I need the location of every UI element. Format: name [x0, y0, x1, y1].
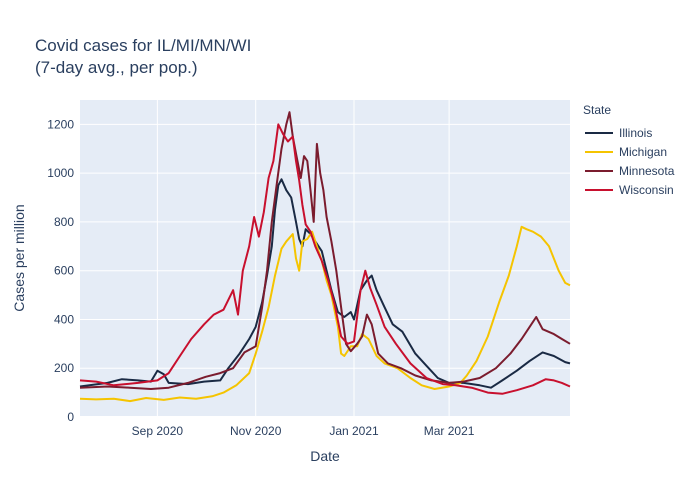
legend-item-minnesota[interactable]: Minnesota — [583, 161, 674, 180]
legend-swatch — [585, 169, 613, 172]
x-axis-title: Date — [310, 448, 340, 464]
y-tick-label: 1000 — [47, 166, 74, 180]
legend-swatch — [585, 131, 613, 134]
legend-title: State — [583, 103, 612, 117]
y-tick-label: 1200 — [47, 117, 74, 131]
series-line-wisconsin — [79, 123, 571, 395]
plot-background — [80, 100, 570, 417]
x-tick-label: Jan 2021 — [329, 424, 379, 438]
legend-label: Minnesota — [619, 163, 675, 178]
chart-title: Covid cases for IL/MI/MN/WI (7-day avg.,… — [35, 35, 251, 79]
y-tick-label: 800 — [54, 215, 74, 229]
grid-lines — [80, 100, 570, 418]
legend-label: Illinois — [619, 125, 653, 140]
series-line-michigan — [79, 225, 571, 403]
x-axis-ticks: Sep 2020 Nov 2020 Jan 2021 Mar 2021 — [132, 424, 475, 438]
y-tick-label: 0 — [67, 410, 74, 424]
y-tick-label: 400 — [54, 312, 74, 326]
x-tick-label: Mar 2021 — [424, 424, 475, 438]
y-tick-label: 600 — [54, 264, 74, 278]
legend-item-illinois[interactable]: Illinois — [583, 123, 674, 142]
legend-label: Wisconsin — [619, 182, 674, 197]
legend-swatch — [585, 150, 613, 153]
series-line-minnesota — [79, 111, 571, 390]
chart-title-line-1: Covid cases for IL/MI/MN/WI — [35, 36, 252, 55]
legend-item-wisconsin[interactable]: Wisconsin — [583, 180, 674, 199]
legend-item-michigan[interactable]: Michigan — [583, 142, 674, 161]
x-tick-label: Nov 2020 — [230, 424, 282, 438]
y-tick-label: 200 — [54, 361, 74, 375]
legend-swatch — [585, 188, 613, 191]
legend-label: Michigan — [619, 144, 668, 159]
y-axis-title: Cases per million — [11, 204, 27, 311]
legend: State Illinois Michigan Minnesota Wisconsin — [583, 103, 674, 199]
chart-title-line-2: (7-day avg., per pop.) — [35, 58, 198, 77]
series-lines — [79, 111, 571, 403]
y-axis-ticks: 0 200 400 600 800 1000 1200 — [47, 117, 74, 424]
x-tick-label: Sep 2020 — [132, 424, 184, 438]
